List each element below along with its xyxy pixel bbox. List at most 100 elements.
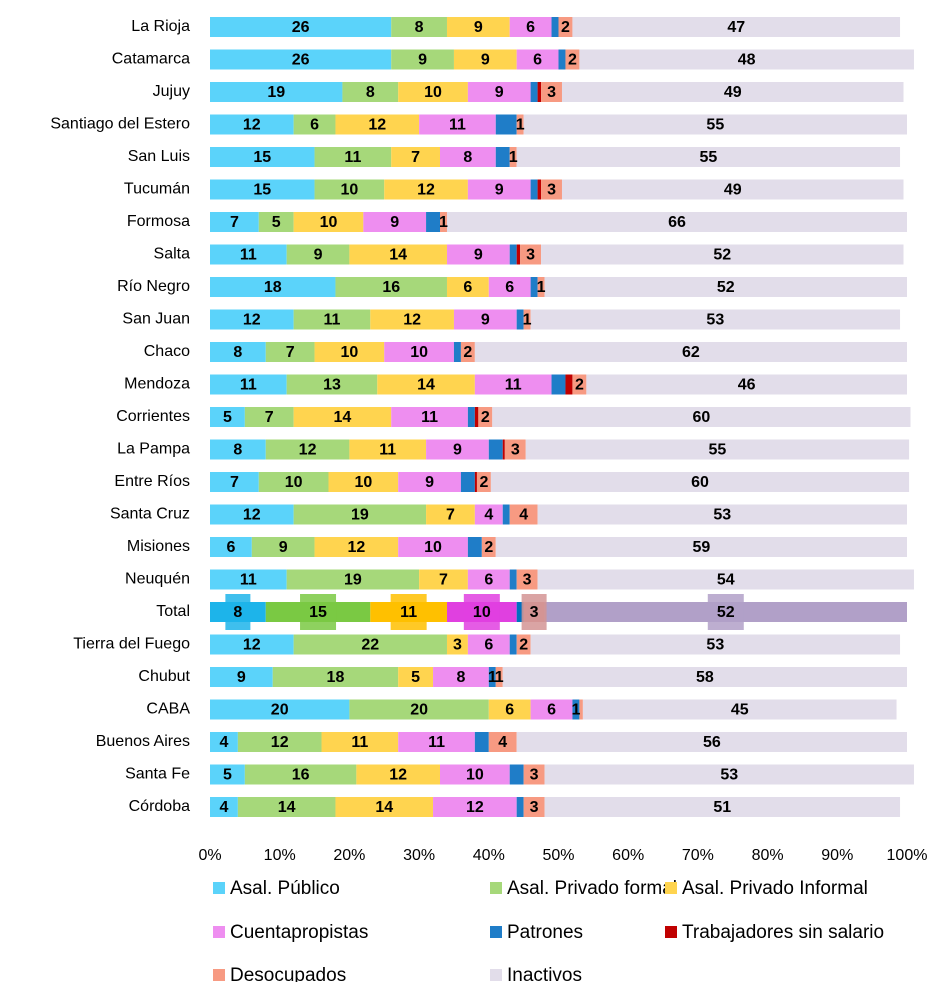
value-label: 9 [453,442,462,459]
value-label: 3 [530,799,539,816]
value-label: 9 [474,247,483,264]
value-label: 14 [334,409,352,426]
bar-segment [258,472,329,492]
bar-segment [321,732,399,752]
bar-segment [210,764,245,785]
bar-segment [586,374,907,395]
bar-segment [440,147,496,167]
bar-segment [314,342,385,362]
bar-segment [335,114,420,135]
value-label: 9 [495,182,504,199]
x-tick-label: 50% [542,847,574,864]
bar-segment [509,244,517,265]
legend-swatch [665,882,677,894]
bar-segment [446,634,468,655]
value-label: 62 [682,344,700,361]
bar-segment [474,504,503,525]
bar-segment [237,732,322,752]
bar-segment [537,277,545,297]
value-label: 3 [453,637,462,654]
value-label: 6 [226,539,235,556]
bar-segment [419,114,496,135]
value-label: 15 [253,182,271,199]
value-label: 12 [368,117,386,134]
value-label: 56 [703,734,721,751]
bar-segment [516,602,524,622]
bar-segment [509,569,517,590]
value-label: 12 [243,117,261,134]
value-label: 12 [417,182,435,199]
value-label: 4 [498,734,507,751]
value-label: 19 [351,507,369,524]
legend-label: Desocupados [230,965,346,982]
value-label: 5 [223,409,232,426]
value-label: 8 [463,149,472,166]
bar-segment [525,439,910,460]
category-label: Tucumán [124,181,190,198]
bar-segment [467,634,510,655]
bar-segment [210,179,315,200]
bar-segment [509,634,517,655]
value-label: 3 [523,572,532,589]
value-label: 52 [717,279,735,296]
legend-label: Inactivos [507,965,582,982]
bar-segment [314,147,392,167]
bar-segment [488,439,503,460]
value-label: 7 [230,474,239,491]
category-label: La Rioja [131,18,190,35]
value-label: 52 [713,247,731,264]
bar-segment [446,244,510,265]
value-label: 2 [463,344,472,361]
value-label: 18 [264,279,282,296]
value-label: 11 [324,312,341,329]
bar-segment [210,49,392,70]
bar-segment [210,147,315,167]
value-label: 11 [428,734,445,751]
bar-segment [453,309,517,330]
category-label: Buenos Aires [96,733,190,750]
value-label: 6 [533,52,542,69]
value-label: 1 [537,279,546,296]
bar-segment [293,634,447,655]
value-label: 6 [484,637,493,654]
bar-segment [504,439,526,460]
bar-segment [335,797,434,817]
x-tick-label: 100% [887,847,928,864]
bar-segment [561,82,904,102]
value-label: 11 [240,572,257,589]
bar-segment [516,634,531,655]
value-label: 6 [547,702,556,719]
value-label: 4 [219,799,228,816]
bar-segment [446,277,489,297]
label-box [390,594,427,630]
bar-segment [509,17,552,37]
category-label: Jujuy [153,83,190,100]
bar-segment [572,374,587,395]
value-label: 4 [484,507,493,524]
legend-swatch [490,926,502,938]
bar-segment [467,82,531,102]
label-box [707,594,744,630]
bar-segment [391,17,447,37]
bar-segment [523,114,907,135]
value-label: 9 [495,84,504,101]
value-label: 12 [466,799,484,816]
bar-segment [520,244,542,265]
category-label: Córdoba [129,798,190,815]
legend-label: Asal. Privado formal [507,878,677,899]
value-label: 2 [575,377,584,394]
bar-segment [523,797,545,817]
value-label: 6 [505,279,514,296]
value-label: 8 [366,84,375,101]
bar-segment [349,244,447,265]
value-label: 14 [278,799,296,816]
bar-segment [293,114,336,135]
bar-segment [460,342,475,362]
bar-segment [516,49,559,70]
value-label: 5 [272,214,281,231]
value-label: 11 [379,442,396,459]
bar-segment [210,504,294,525]
value-label: 3 [530,604,539,621]
value-label: 26 [292,52,310,69]
